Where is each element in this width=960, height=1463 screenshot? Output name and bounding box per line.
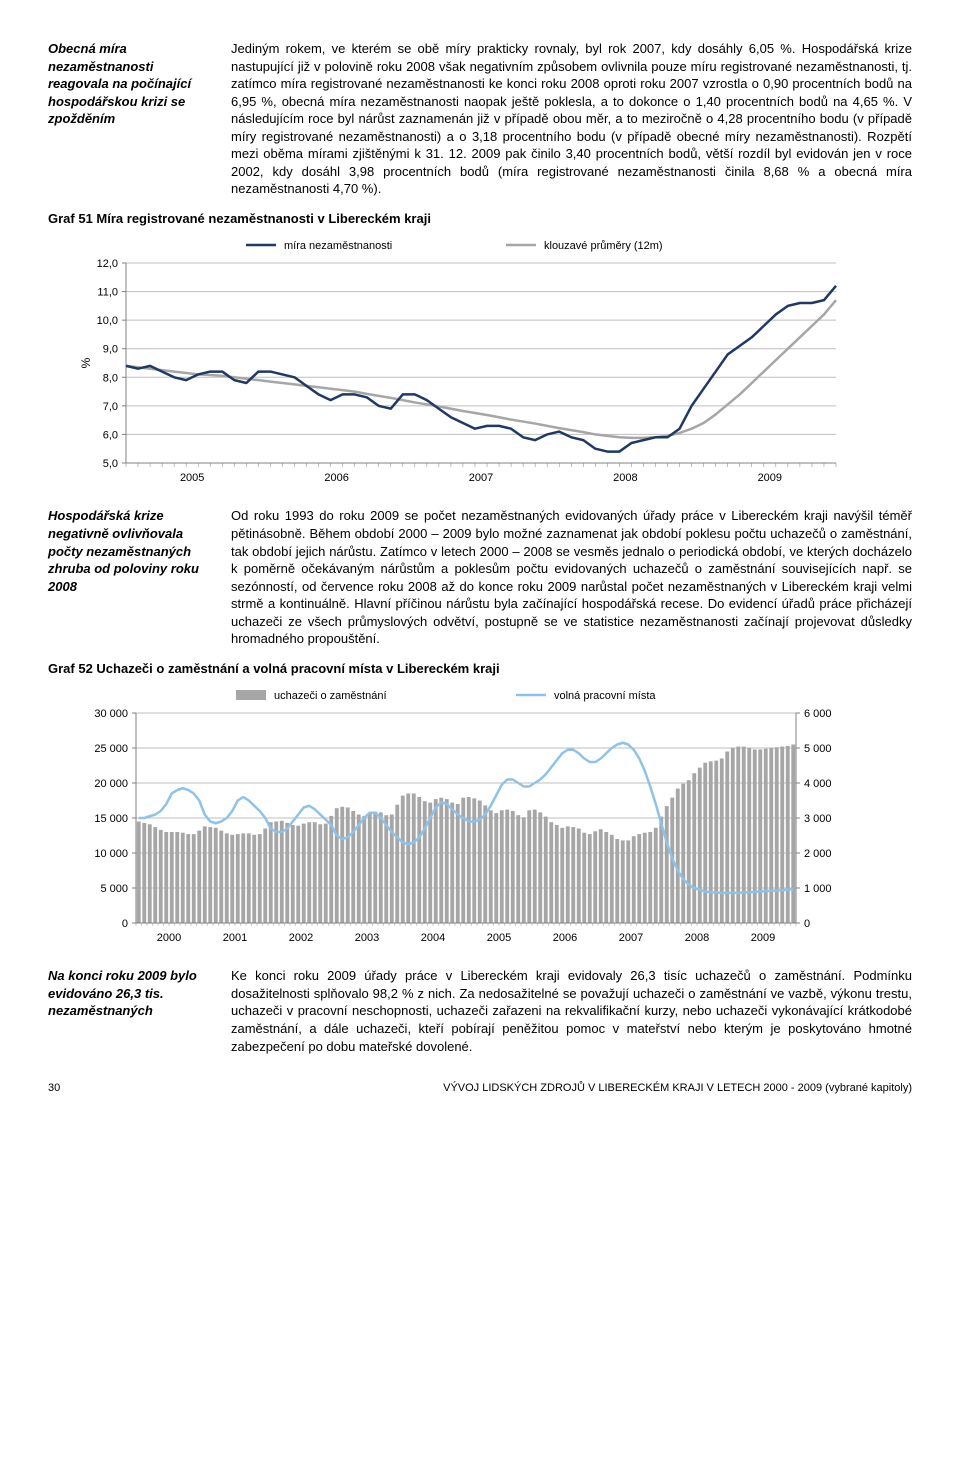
chart1-svg: 5,0 6,0 7,0 8,0 9,0 10,0 11,0 12,0% 2005 2006 2007… — [76, 233, 856, 493]
svg-text:9,0: 9,0 — [103, 344, 118, 356]
paragraph-1: Jediným rokem, ve kterém se obě míry pra… — [231, 40, 912, 198]
svg-text:7,0: 7,0 — [103, 401, 118, 413]
svg-text:20 000: 20 000 — [94, 778, 128, 790]
section-2: Hospodářská krize negativně ovlivňovala … — [48, 507, 912, 647]
svg-text:2008: 2008 — [613, 472, 637, 484]
svg-text:%: % — [79, 358, 93, 369]
sidebar-note-1: Obecná míra nezaměstnanosti reagovala na… — [48, 40, 213, 198]
svg-text:2003: 2003 — [355, 932, 379, 944]
svg-text:2009: 2009 — [758, 472, 782, 484]
svg-text:2006: 2006 — [553, 932, 577, 944]
svg-text:11,0: 11,0 — [97, 287, 118, 299]
footer-page-number: 30 — [48, 1081, 60, 1096]
chart1-title: Graf 51 Míra registrované nezaměstnanost… — [48, 210, 912, 228]
svg-text:5 000: 5 000 — [100, 883, 128, 895]
svg-text:1 000: 1 000 — [804, 883, 832, 895]
svg-text:10,0: 10,0 — [97, 316, 118, 328]
svg-text:2001: 2001 — [223, 932, 247, 944]
sidebar-note-2: Hospodářská krize negativně ovlivňovala … — [48, 507, 213, 647]
svg-text:4 000: 4 000 — [804, 778, 832, 790]
svg-text:2002: 2002 — [289, 932, 313, 944]
chart2-container: 0 5 000 10 000 15 000 20 000 25 000 30 000 0 1 0… — [76, 683, 912, 953]
svg-text:6,0: 6,0 — [103, 430, 118, 442]
svg-text:2004: 2004 — [421, 932, 445, 944]
svg-text:2007: 2007 — [469, 472, 493, 484]
svg-text:klouzavé průměry (12m): klouzavé průměry (12m) — [544, 240, 663, 252]
svg-text:25 000: 25 000 — [94, 743, 128, 755]
svg-text:10 000: 10 000 — [94, 848, 128, 860]
sidebar-note-3: Na konci roku 2009 bylo evidováno 26,3 t… — [48, 967, 213, 1055]
page-footer: 30 VÝVOJ LIDSKÝCH ZDROJŮ V LIBERECKÉM KR… — [48, 1081, 912, 1096]
chart2-svg: 0 5 000 10 000 15 000 20 000 25 000 30 000 0 1 0… — [76, 683, 856, 953]
svg-text:5 000: 5 000 — [804, 743, 832, 755]
svg-text:8,0: 8,0 — [103, 373, 118, 385]
footer-text: VÝVOJ LIDSKÝCH ZDROJŮ V LIBERECKÉM KRAJI… — [443, 1081, 912, 1096]
svg-text:2000: 2000 — [157, 932, 181, 944]
svg-text:2 000: 2 000 — [804, 848, 832, 860]
svg-text:6 000: 6 000 — [804, 708, 832, 720]
paragraph-2: Od roku 1993 do roku 2009 se počet nezam… — [231, 507, 912, 647]
svg-text:uchazeči o zaměstnání: uchazeči o zaměstnání — [274, 690, 387, 702]
svg-text:volná pracovní místa: volná pracovní místa — [554, 690, 656, 702]
svg-text:30 000: 30 000 — [94, 708, 128, 720]
paragraph-3: Ke konci roku 2009 úřady práce v Liberec… — [231, 967, 912, 1055]
svg-text:2005: 2005 — [487, 932, 511, 944]
svg-text:0: 0 — [122, 918, 128, 930]
svg-text:12,0: 12,0 — [97, 258, 118, 270]
svg-text:2006: 2006 — [324, 472, 348, 484]
section-1: Obecná míra nezaměstnanosti reagovala na… — [48, 40, 912, 198]
svg-text:3 000: 3 000 — [804, 813, 832, 825]
svg-text:5,0: 5,0 — [103, 458, 118, 470]
svg-text:15 000: 15 000 — [94, 813, 128, 825]
svg-text:míra nezaměstnanosti: míra nezaměstnanosti — [284, 240, 392, 252]
svg-text:2005: 2005 — [180, 472, 204, 484]
section-3: Na konci roku 2009 bylo evidováno 26,3 t… — [48, 967, 912, 1055]
svg-text:2007: 2007 — [619, 932, 643, 944]
chart2-title: Graf 52 Uchazeči o zaměstnání a volná pr… — [48, 660, 912, 678]
chart1-container: 5,0 6,0 7,0 8,0 9,0 10,0 11,0 12,0% 2005 2006 2007… — [76, 233, 912, 493]
svg-text:2008: 2008 — [685, 932, 709, 944]
svg-text:2009: 2009 — [751, 932, 775, 944]
svg-text:0: 0 — [804, 918, 810, 930]
